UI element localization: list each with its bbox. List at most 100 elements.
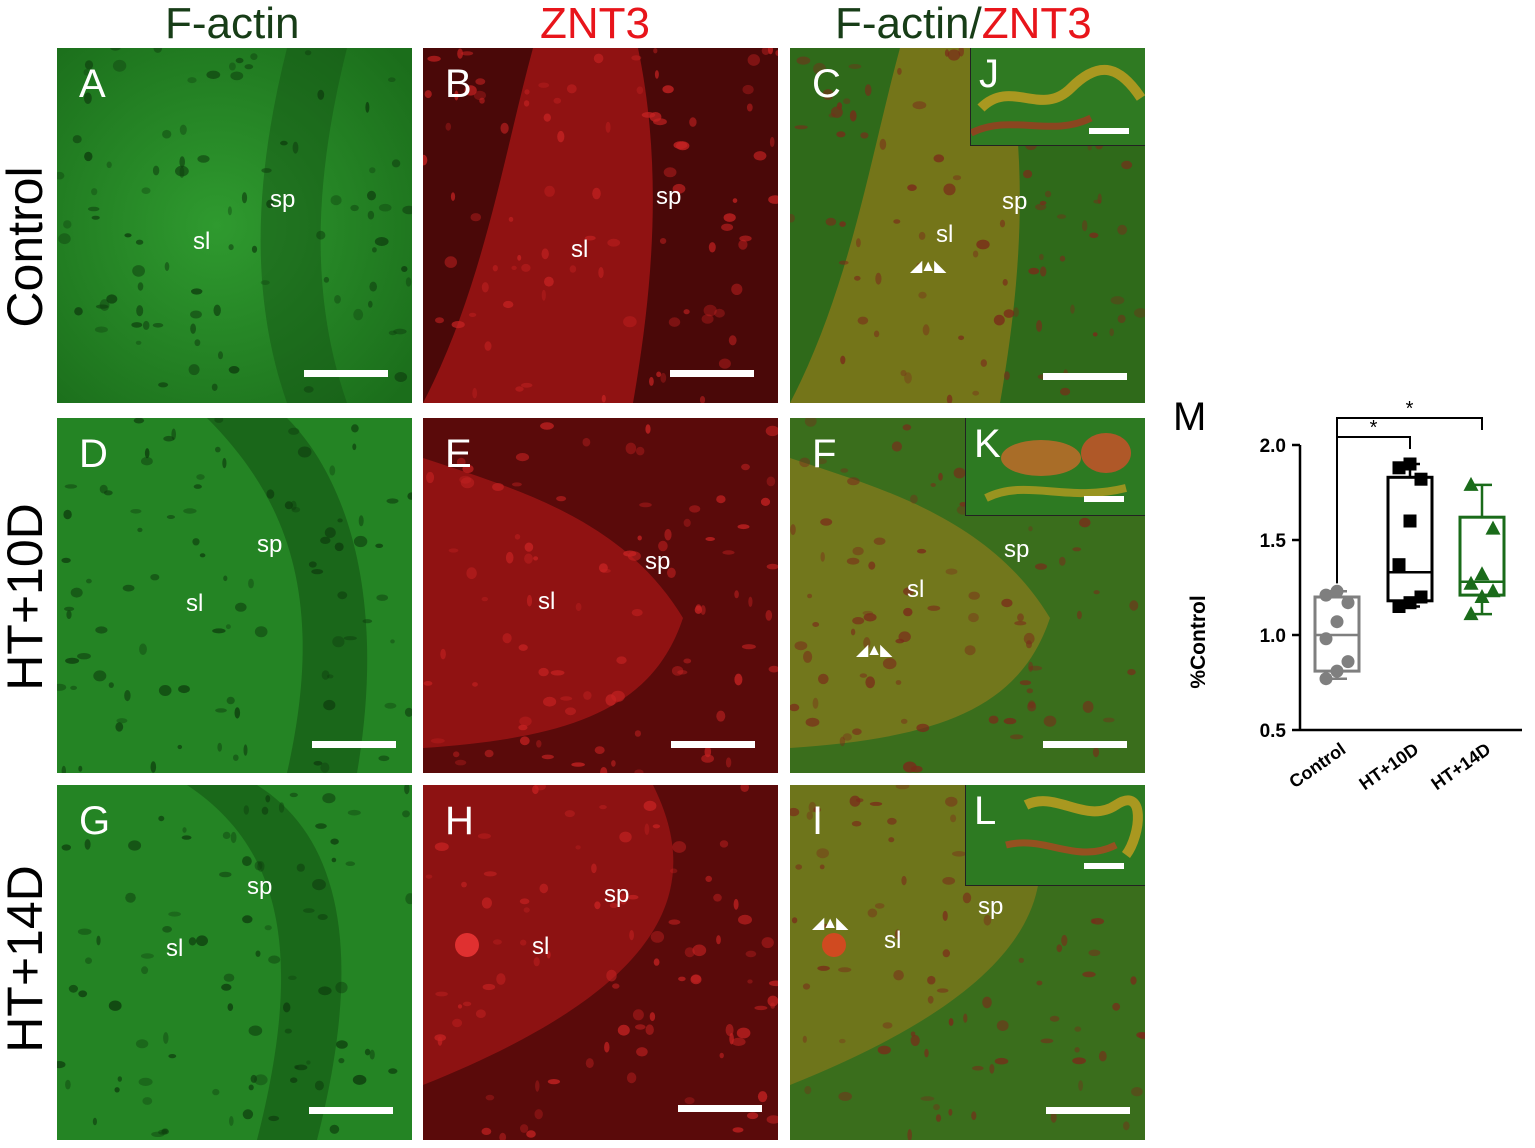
texture-speck [524,89,530,95]
data-point [1485,583,1501,598]
y-tick-label: 1.5 [1260,531,1287,552]
texture-speck [636,446,645,456]
texture-speck [61,765,66,773]
data-point [1319,588,1333,602]
region-label-sp: sp [656,183,682,210]
texture-speck [623,316,637,328]
texture-speck [181,835,192,840]
texture-speck [394,372,408,382]
texture-speck [503,300,514,309]
texture-speck [84,839,91,850]
texture-speck [553,97,562,104]
texture-speck [716,495,726,504]
texture-speck [813,62,826,75]
texture-speck [900,370,907,377]
texture-speck [261,806,269,815]
znt3-texture [423,785,778,1140]
texture-speck [1026,640,1032,649]
scale-bar [1043,373,1127,380]
x-tick-label: HT+14D [1428,739,1495,794]
texture-speck [819,864,825,870]
texture-speck [368,300,373,308]
texture-speck [266,489,275,499]
texture-speck [206,70,221,79]
texture-speck [849,110,857,122]
texture-speck [839,736,846,747]
texture-speck [775,50,778,56]
texture-speck [668,919,681,925]
texture-speck [520,939,527,946]
texture-speck [175,165,189,177]
texture-speck [760,497,771,506]
texture-speck [481,596,488,602]
texture-speck [314,1080,324,1091]
texture-speck [843,98,851,105]
texture-speck [922,324,930,336]
panel-letter: F [812,432,837,476]
texture-speck [606,969,617,982]
region-label-sl: sl [907,576,925,603]
texture-speck [268,955,281,964]
texture-speck [694,605,703,614]
texture-speck [264,925,272,931]
texture-speck [839,221,846,227]
texture-speck [761,48,770,55]
data-point [1414,590,1428,604]
texture-speck [566,84,577,94]
texture-speck [350,204,359,212]
texture-speck [575,845,581,850]
texture-speck [1082,971,1096,978]
column-title-part: F-actin/ [835,0,982,48]
texture-speck [790,213,795,223]
texture-speck [838,260,849,265]
texture-speck [106,294,118,304]
texture-speck [838,1091,852,1101]
region-label-sp: sp [645,548,671,575]
texture-speck [192,538,200,546]
texture-speck [166,515,175,519]
data-points [1319,457,1501,686]
texture-speck [364,1048,371,1056]
texture-speck [741,644,756,650]
texture-speck [790,703,800,712]
texture-speck [1076,610,1082,620]
texture-speck [116,718,128,724]
texture-speck [468,312,477,317]
texture-speck [738,914,752,925]
texture-speck [96,935,101,946]
texture-speck [944,49,950,57]
texture-speck [753,151,767,161]
texture-speck [434,842,449,851]
texture-speck [219,871,232,878]
texture-speck [721,223,734,231]
texture-speck [670,868,678,874]
texture-speck [233,754,239,761]
texture-speck [93,670,107,682]
texture-speck [316,230,326,240]
texture-speck [736,1027,751,1039]
texture-speck [636,1047,648,1057]
texture-speck [1079,517,1091,528]
texture-speck [78,990,88,998]
texture-speck [1074,1047,1080,1053]
texture-speck [1109,328,1114,337]
texture-speck [897,67,902,75]
texture-speck [473,90,486,101]
data-point [1319,632,1333,646]
texture-speck [1003,717,1017,725]
scale-bar [678,1105,762,1112]
texture-speck [540,422,554,430]
texture-speck [402,205,412,215]
texture-speck [222,831,231,839]
texture-speck [1056,944,1063,953]
texture-speck [454,90,459,101]
texture-speck [353,308,364,321]
texture-speck [692,944,707,957]
texture-speck [221,983,232,991]
texture-speck [557,130,565,143]
texture-speck [402,810,410,818]
texture-speck [523,100,530,107]
region-label-sp: sp [247,873,273,900]
arrowheads: ◢▲◣ [812,915,848,932]
texture-speck [1093,199,1102,204]
